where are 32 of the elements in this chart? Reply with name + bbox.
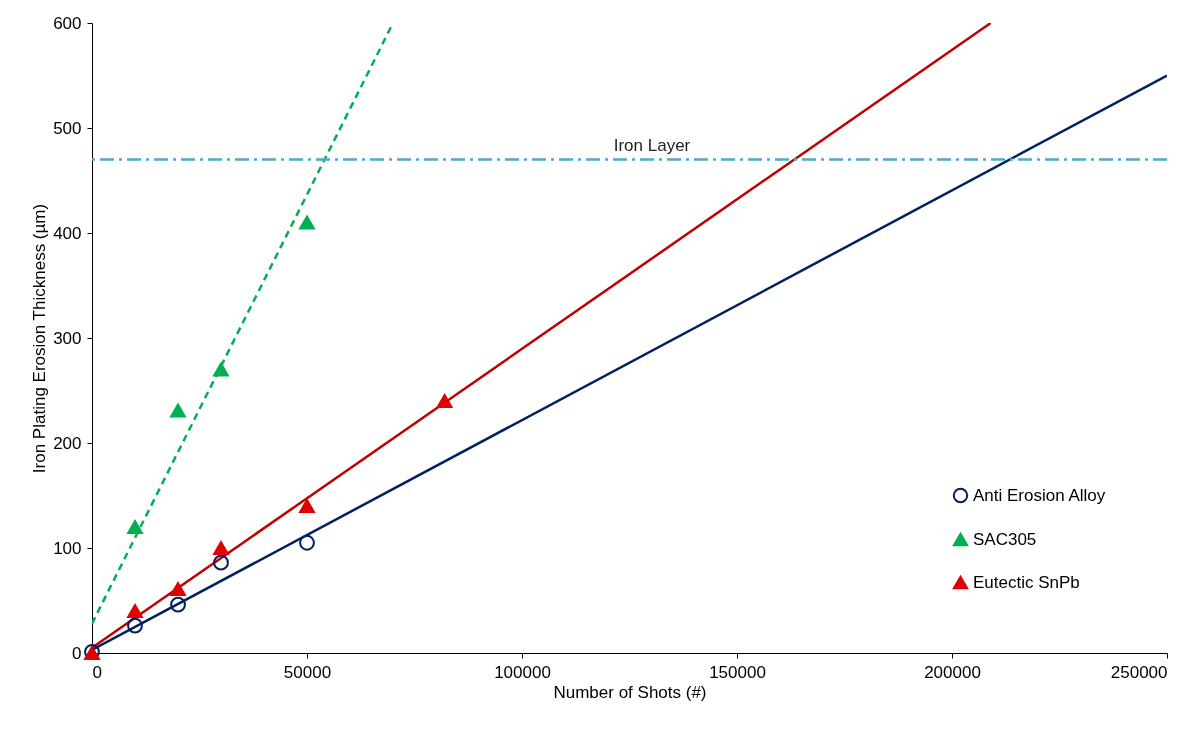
y-tick-label: 0 xyxy=(72,643,82,663)
point xyxy=(127,604,143,618)
x-tick-label: 150000 xyxy=(709,662,766,682)
point xyxy=(299,534,315,551)
y-tick-label: 600 xyxy=(53,13,82,33)
x-tick-label: 200000 xyxy=(924,662,981,682)
y-tick-label: 100 xyxy=(53,538,82,558)
point xyxy=(170,403,186,418)
legend-label: Anti Erosion Alloy xyxy=(973,485,1106,505)
legend-label: Eutectic SnPb xyxy=(973,572,1080,592)
point xyxy=(213,541,229,555)
point xyxy=(170,596,186,613)
point xyxy=(127,520,143,534)
point xyxy=(127,617,143,634)
x-tick-label: 250000 xyxy=(1110,662,1168,682)
point xyxy=(213,554,229,571)
x-axis-title: Number of Shots (#) xyxy=(553,682,707,702)
y-tick-label: 300 xyxy=(53,328,82,348)
point xyxy=(213,362,229,377)
legend-label: SAC305 xyxy=(973,529,1037,549)
y-tick-label: 500 xyxy=(53,118,82,138)
y-tick-label: 200 xyxy=(53,433,82,453)
x-tick-label: 100000 xyxy=(494,662,551,682)
x-tick-label: 50000 xyxy=(283,662,332,682)
point xyxy=(299,499,315,513)
point xyxy=(170,581,186,596)
y-tick-label: 400 xyxy=(53,223,82,243)
point xyxy=(436,394,453,408)
y-axis-title: Iron Plating Erosion Thickness (µm) xyxy=(30,203,50,474)
x-tick-label: 0 xyxy=(92,662,102,682)
point xyxy=(299,215,315,230)
ref-line-label: Iron Layer xyxy=(613,135,691,155)
